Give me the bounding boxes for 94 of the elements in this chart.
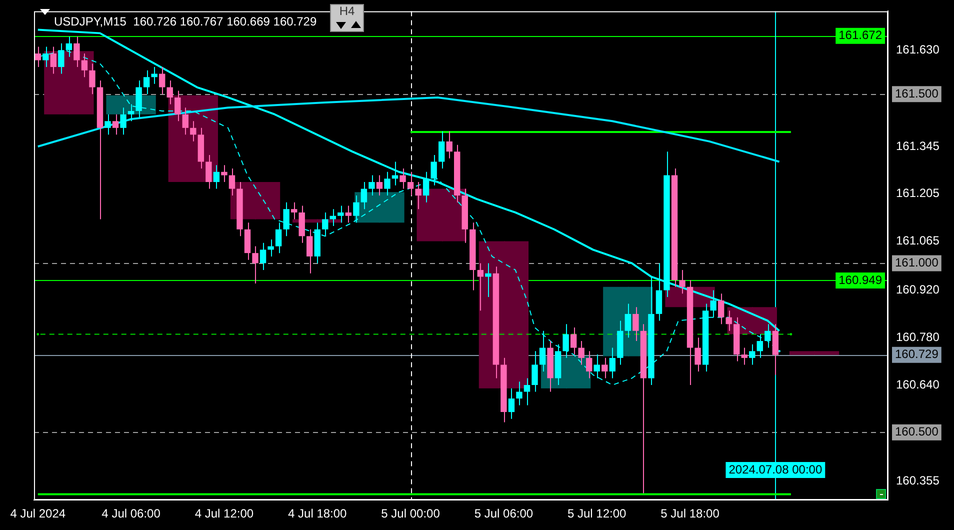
candlestick [578, 340, 584, 366]
x-tick-label: 5 Jul 12:00 [568, 506, 627, 521]
x-tick-label: 4 Jul 2024 [10, 506, 66, 521]
candlestick [182, 107, 188, 136]
candlestick [679, 269, 686, 294]
ref-line-label: 160.729 [895, 347, 939, 362]
candlestick [710, 290, 716, 318]
candlestick [290, 202, 298, 220]
candlestick [283, 202, 290, 237]
candlestick [632, 306, 639, 342]
candlestick [516, 381, 522, 406]
chart-title: USDJPY,M15 160.726 160.767 160.669 160.729 [54, 14, 317, 29]
candlestick [345, 205, 352, 224]
ref-line-label: 161.500 [895, 86, 939, 100]
candlestick [477, 262, 484, 312]
candlestick [353, 195, 360, 224]
candlestick [228, 168, 236, 196]
candlestick [384, 171, 390, 196]
candlestick [306, 228, 313, 274]
candlestick [562, 324, 569, 358]
y-tick-label: 160.780 [896, 330, 940, 344]
ref-line-label: 161.000 [895, 256, 939, 270]
candlestick [749, 344, 756, 366]
candlestick [50, 46, 57, 74]
candlestick [322, 212, 328, 237]
x-tick-label: 5 Jul 00:00 [381, 506, 440, 521]
candlestick [166, 80, 173, 105]
candlestick [508, 388, 515, 420]
x-tick-label: 4 Jul 18:00 [288, 506, 348, 521]
candlestick [594, 354, 600, 379]
candlestick [120, 107, 126, 136]
candlestick [694, 337, 701, 372]
candlestick [446, 130, 452, 159]
x-tick-label: 5 Jul 06:00 [474, 506, 534, 521]
annotation: 2024.07.08 00:00 [728, 462, 822, 476]
candlestick [81, 52, 88, 78]
candlestick [298, 205, 305, 244]
candlestick [726, 310, 732, 332]
y-tick-label: 161.345 [896, 138, 940, 153]
candlestick [143, 70, 150, 95]
candlestick [174, 90, 181, 122]
candlestick [112, 114, 119, 136]
ref-line-label: 161.672 [838, 28, 882, 42]
candlestick [485, 262, 492, 298]
ref-line-label: 160.500 [895, 424, 939, 439]
candlestick [221, 164, 228, 183]
candlestick [368, 174, 375, 196]
candlestick [656, 262, 662, 322]
candlestick [586, 350, 592, 379]
candlestick [74, 36, 80, 68]
candlestick [609, 347, 616, 379]
y-tick-label: 160.640 [896, 377, 940, 392]
candlestick [539, 330, 546, 372]
candlestick [415, 182, 422, 210]
candlestick [602, 357, 608, 379]
timeframe-button: H4 [330, 4, 364, 32]
x-tick-label: 4 Jul 12:00 [194, 506, 254, 521]
candlestick [407, 171, 414, 196]
candlestick [158, 66, 166, 95]
candlestick [756, 334, 764, 358]
candlestick [686, 280, 694, 386]
candlestick [244, 222, 251, 260]
candlestick [104, 114, 111, 136]
candlestick [422, 171, 430, 203]
candlestick [89, 63, 96, 95]
candlestick [136, 80, 142, 118]
candlestick [741, 347, 748, 366]
candlestick [275, 222, 282, 254]
y-tick-label: 160.355 [896, 474, 940, 488]
candlestick [260, 242, 266, 270]
candlestick [360, 182, 368, 210]
x-tick-label: 4 Jul 06:00 [102, 506, 161, 521]
y-tick-label: 161.065 [896, 234, 940, 248]
candlestick [532, 350, 538, 392]
candlestick [213, 164, 220, 190]
annotation: H4 [338, 4, 356, 18]
candlestick [190, 120, 196, 142]
y-tick-label: 161.630 [896, 42, 940, 56]
x-tick-label: 5 Jul 18:00 [660, 506, 720, 521]
candlestick [430, 154, 437, 186]
candlestick [570, 326, 577, 356]
candlestick [206, 154, 212, 190]
ref-line-label: 160.949 [838, 272, 882, 287]
candlestick [438, 130, 445, 169]
candlestick [718, 293, 724, 325]
candlestick [338, 205, 344, 224]
candlestick [400, 168, 406, 190]
y-tick-label: 160.920 [896, 282, 940, 297]
candlestick [252, 246, 258, 284]
candlestick [268, 239, 274, 257]
candlestick [151, 66, 158, 84]
y-tick-label: 161.205 [896, 186, 940, 200]
candlestick [376, 174, 383, 196]
candlestick [524, 378, 530, 406]
